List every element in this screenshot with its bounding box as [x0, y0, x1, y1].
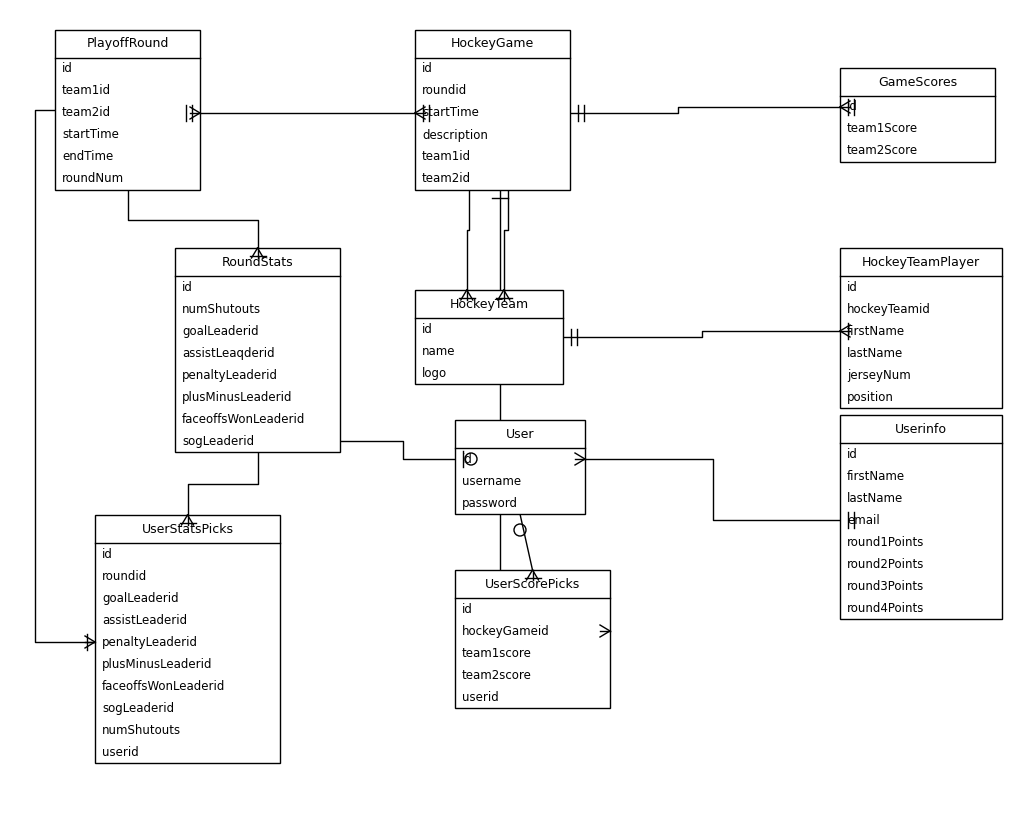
Text: lastName: lastName	[847, 346, 903, 359]
Text: team1score: team1score	[462, 646, 531, 659]
Text: plusMinusLeaderid: plusMinusLeaderid	[182, 390, 293, 403]
Text: userid: userid	[462, 690, 499, 703]
Text: Userinfo: Userinfo	[895, 423, 947, 436]
Text: goalLeaderid: goalLeaderid	[102, 592, 178, 605]
Text: team1id: team1id	[422, 150, 471, 163]
Text: startTime: startTime	[422, 107, 479, 120]
Bar	[840, 68, 995, 162]
Text: HockeyTeamPlayer: HockeyTeamPlayer	[862, 255, 980, 268]
Text: RoundStats: RoundStats	[221, 255, 293, 268]
Text: jerseyNum: jerseyNum	[847, 368, 910, 381]
Text: id: id	[102, 547, 113, 560]
Text: faceoffsWonLeaderid: faceoffsWonLeaderid	[182, 412, 305, 425]
Text: round3Points: round3Points	[847, 580, 925, 593]
Text: assistLeaqderid: assistLeaqderid	[182, 346, 274, 359]
Text: sogLeaderid: sogLeaderid	[182, 434, 254, 447]
Text: email: email	[847, 514, 880, 527]
Text: position: position	[847, 390, 894, 403]
Text: round4Points: round4Points	[847, 602, 925, 615]
Text: firstName: firstName	[847, 469, 905, 482]
Text: round2Points: round2Points	[847, 558, 925, 571]
Text: team2id: team2id	[422, 172, 471, 185]
Text: numShutouts: numShutouts	[102, 724, 181, 737]
Text: description: description	[422, 128, 487, 141]
Text: endTime: endTime	[62, 150, 114, 163]
Text: UserScorePicks: UserScorePicks	[485, 577, 581, 590]
Text: User: User	[506, 428, 535, 441]
Text: firstName: firstName	[847, 324, 905, 337]
Text: id: id	[847, 280, 858, 293]
Text: faceoffsWonLeaderid: faceoffsWonLeaderid	[102, 680, 225, 693]
Bar	[840, 415, 1002, 619]
Text: penaltyLeaderid: penaltyLeaderid	[182, 368, 278, 381]
Text: startTime: startTime	[62, 128, 119, 141]
Text: numShutouts: numShutouts	[182, 302, 261, 315]
Text: id: id	[422, 323, 433, 336]
Text: lastName: lastName	[847, 492, 903, 505]
Text: team2id: team2id	[62, 107, 112, 120]
Bar	[840, 248, 1002, 408]
Text: id: id	[462, 453, 473, 466]
Text: userid: userid	[102, 746, 138, 759]
Text: roundNum: roundNum	[62, 172, 124, 185]
Text: sogLeaderid: sogLeaderid	[102, 702, 174, 715]
Bar	[415, 30, 570, 190]
Text: password: password	[462, 497, 518, 510]
Bar	[455, 420, 585, 514]
Text: PlayoffRound: PlayoffRound	[86, 37, 169, 50]
Text: name: name	[422, 345, 456, 358]
Text: hockeyTeamid: hockeyTeamid	[847, 302, 931, 315]
Text: goalLeaderid: goalLeaderid	[182, 324, 259, 337]
Text: HockeyTeam: HockeyTeam	[450, 298, 528, 311]
Bar	[175, 248, 340, 452]
Text: roundid: roundid	[102, 569, 147, 582]
Text: id: id	[182, 280, 193, 293]
Text: id: id	[847, 101, 858, 114]
Text: hockeyGameid: hockeyGameid	[462, 624, 550, 637]
Bar	[415, 290, 563, 384]
Text: team1id: team1id	[62, 85, 112, 98]
Text: id: id	[62, 63, 73, 76]
Text: assistLeaderid: assistLeaderid	[102, 614, 187, 627]
Text: logo: logo	[422, 367, 447, 380]
Text: roundid: roundid	[422, 85, 467, 98]
Text: team2score: team2score	[462, 668, 531, 681]
Text: plusMinusLeaderid: plusMinusLeaderid	[102, 658, 213, 671]
Text: HockeyGame: HockeyGame	[451, 37, 535, 50]
Text: UserStatsPicks: UserStatsPicks	[141, 523, 233, 536]
Bar	[455, 570, 610, 708]
Text: penaltyLeaderid: penaltyLeaderid	[102, 636, 198, 649]
Text: GameScores: GameScores	[878, 76, 957, 89]
Text: team2Score: team2Score	[847, 145, 919, 158]
Text: id: id	[422, 63, 433, 76]
Text: round1Points: round1Points	[847, 536, 925, 549]
Bar	[95, 515, 280, 763]
Bar	[55, 30, 200, 190]
Text: id: id	[847, 447, 858, 460]
Text: id: id	[462, 602, 473, 615]
Text: username: username	[462, 475, 521, 488]
Text: team1Score: team1Score	[847, 123, 919, 136]
